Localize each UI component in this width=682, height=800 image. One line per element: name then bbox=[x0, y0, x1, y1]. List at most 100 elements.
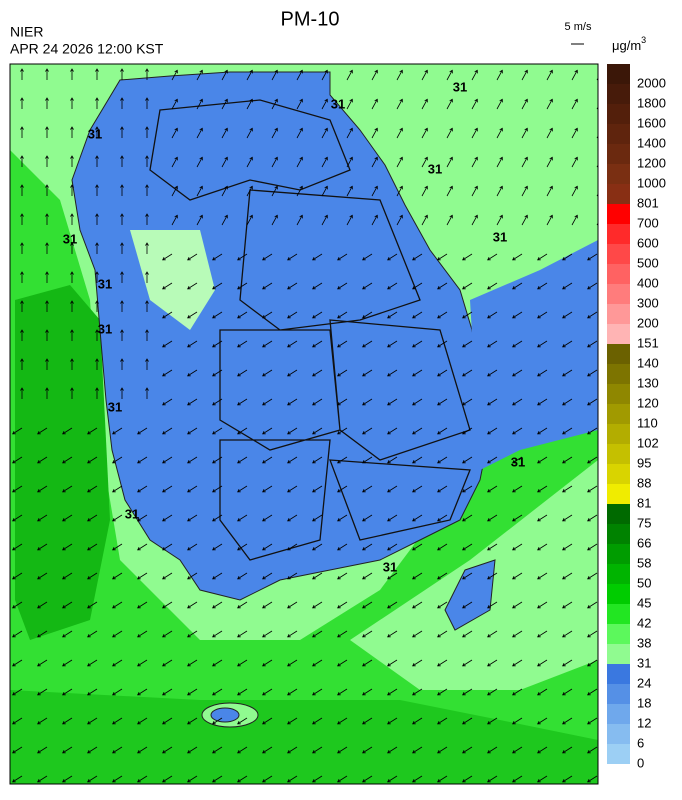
wind-arrow bbox=[237, 485, 248, 493]
wind-arrow bbox=[512, 485, 523, 493]
colorbar-label: 400 bbox=[637, 275, 659, 290]
dark-zone bbox=[10, 690, 598, 784]
wind-arrow bbox=[571, 186, 578, 197]
wind-arrow bbox=[37, 485, 48, 493]
wind-arrow-head bbox=[162, 402, 166, 406]
wind-arrow-head bbox=[587, 634, 591, 638]
wind-arrow bbox=[512, 456, 523, 464]
wind-arrow bbox=[396, 99, 403, 110]
wind-arrow-head bbox=[262, 402, 266, 406]
wind-arrow bbox=[62, 456, 73, 464]
wind-arrow-head bbox=[87, 721, 91, 725]
wind-arrow bbox=[562, 543, 573, 551]
wind-arrow-head bbox=[162, 257, 166, 261]
contour-label: 31 bbox=[108, 399, 122, 414]
wind-arrow-head bbox=[512, 692, 516, 696]
wind-arrow bbox=[512, 311, 523, 319]
wind-arrow-head bbox=[87, 605, 91, 609]
wind-arrow bbox=[387, 630, 398, 638]
wind-arrow-head bbox=[412, 373, 416, 377]
wind-arrow bbox=[421, 70, 428, 81]
wind-arrow bbox=[237, 688, 248, 696]
wind-arrow-head bbox=[362, 576, 366, 580]
wind-arrow-head bbox=[45, 213, 49, 217]
wind-arrow-head bbox=[487, 721, 491, 725]
wind-arrow-head bbox=[499, 156, 503, 161]
wind-arrow-head bbox=[312, 315, 316, 319]
wind-arrow bbox=[37, 456, 48, 464]
wind-arrow-head bbox=[212, 605, 216, 609]
wind-arrow bbox=[412, 775, 423, 783]
wind-arrow-head bbox=[412, 257, 416, 261]
wind-arrow-head bbox=[212, 576, 216, 580]
wind-arrow-head bbox=[162, 634, 166, 638]
wind-arrow-head bbox=[212, 373, 216, 377]
wind-arrow bbox=[587, 572, 598, 580]
wind-arrow-head bbox=[487, 634, 491, 638]
wind-arrow bbox=[562, 282, 573, 290]
colorbar-label: 81 bbox=[637, 495, 651, 510]
wind-arrow bbox=[137, 572, 148, 580]
wind-arrow bbox=[362, 775, 373, 783]
wind-arrow-head bbox=[437, 634, 441, 638]
wind-arrow-head bbox=[537, 460, 541, 464]
wind-arrow bbox=[421, 186, 428, 197]
wind-arrow-head bbox=[287, 576, 291, 580]
wind-arrow bbox=[187, 630, 198, 638]
colorbar-label: 24 bbox=[637, 675, 651, 690]
wind-arrow-head bbox=[299, 127, 303, 132]
wind-arrow bbox=[362, 485, 373, 493]
wind-arrow-head bbox=[474, 214, 478, 219]
wind-arrow-head bbox=[312, 692, 316, 696]
wind-arrow bbox=[346, 215, 353, 226]
colorbar-label: 2000 bbox=[637, 75, 666, 90]
wind-arrow-head bbox=[62, 489, 66, 493]
wind-arrow bbox=[562, 717, 573, 725]
wind-arrow bbox=[296, 128, 303, 139]
wind-arrow-head bbox=[387, 431, 391, 435]
wind-arrow bbox=[262, 775, 273, 783]
wind-arrow-head bbox=[312, 779, 316, 783]
wind-arrow-head bbox=[399, 98, 403, 103]
wind-arrow-head bbox=[87, 431, 91, 435]
wind-arrow bbox=[462, 630, 473, 638]
wind-arrow-head bbox=[37, 663, 41, 667]
wind-arrow-head bbox=[312, 344, 316, 348]
wind-arrow-head bbox=[537, 489, 541, 493]
wind-arrow bbox=[287, 775, 298, 783]
wind-arrow bbox=[312, 543, 323, 551]
wind-arrow bbox=[262, 282, 273, 290]
wind-arrow-head bbox=[70, 242, 74, 246]
wind-arrow-head bbox=[37, 547, 41, 551]
wind-arrow bbox=[412, 340, 423, 348]
wind-arrow-head bbox=[287, 431, 291, 435]
wind-arrow-head bbox=[487, 431, 491, 435]
wind-arrow-head bbox=[62, 750, 66, 754]
wind-arrow-head bbox=[412, 431, 416, 435]
light-zone bbox=[400, 90, 500, 160]
wind-arrow bbox=[37, 746, 48, 754]
wind-arrow-head bbox=[212, 460, 216, 464]
wind-arrow-head bbox=[137, 634, 141, 638]
wind-arrow bbox=[346, 128, 353, 139]
wind-arrow-head bbox=[537, 344, 541, 348]
wind-arrow-head bbox=[512, 634, 516, 638]
wind-arrow bbox=[37, 427, 48, 435]
wind-arrow-head bbox=[87, 779, 91, 783]
wind-arrow-head bbox=[95, 97, 99, 101]
wind-arrow bbox=[87, 572, 98, 580]
colorbar-label: 95 bbox=[637, 455, 651, 470]
wind-arrow-head bbox=[387, 634, 391, 638]
wind-arrow-head bbox=[387, 547, 391, 551]
wind-arrow-head bbox=[187, 750, 191, 754]
wind-arrow bbox=[346, 186, 353, 197]
wind-arrow bbox=[262, 398, 273, 406]
wind-arrow-head bbox=[237, 460, 241, 464]
wind-arrow bbox=[587, 369, 598, 377]
wind-arrow bbox=[212, 398, 223, 406]
wind-arrow-head bbox=[262, 257, 266, 261]
wind-arrow bbox=[212, 427, 223, 435]
wind-arrow bbox=[162, 253, 173, 261]
wind-arrow-head bbox=[145, 126, 149, 130]
wind-arrow bbox=[512, 398, 523, 406]
